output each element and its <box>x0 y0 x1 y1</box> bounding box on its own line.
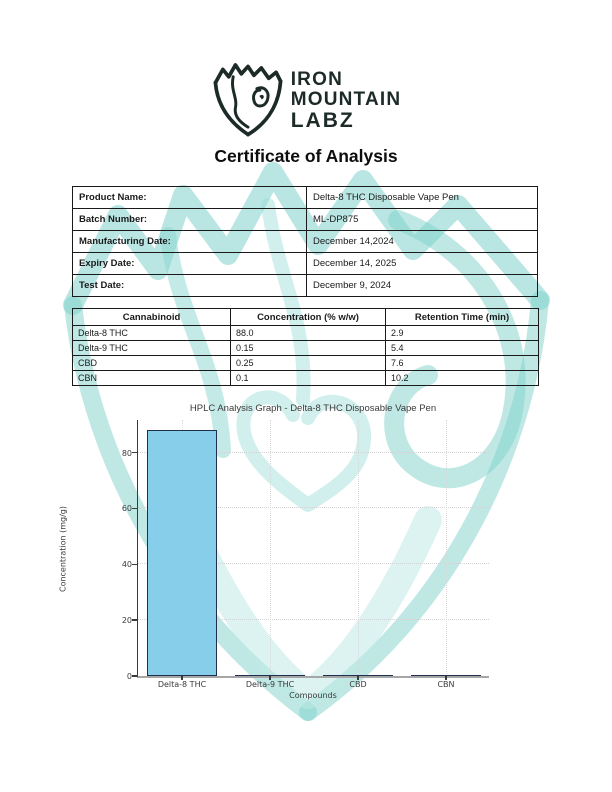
cell-retention: 7.6 <box>385 355 539 371</box>
info-label: Expiry Date: <box>72 252 307 275</box>
cell-retention: 5.4 <box>385 340 539 356</box>
brand-line-3: LABZ <box>290 109 355 132</box>
column-header: Concentration (% w/w) <box>230 308 386 326</box>
mountain-shield-icon <box>213 63 283 137</box>
product-info-table: Product Name: Delta-8 THC Disposable Vap… <box>72 186 538 297</box>
table-row: Batch Number: ML-DP875 <box>72 208 538 231</box>
cell-cannabinoid: CBN <box>72 370 231 386</box>
table-header-row: Cannabinoid Concentration (% w/w) Retent… <box>72 308 539 326</box>
hplc-chart-plot: 0 20 40 60 80 Delta-8 THC Delta-9 THC CBD CBN <box>122 420 489 689</box>
y-tick-mark <box>132 675 137 677</box>
x-tick-mark <box>181 676 183 680</box>
y-tick-label: 60 <box>121 504 132 514</box>
table-row: CBN 0.1 10.2 <box>72 370 539 386</box>
v-gridline <box>270 420 271 676</box>
info-label: Batch Number: <box>72 208 307 231</box>
x-tick-label: CBD <box>349 680 367 689</box>
x-tick-label: Delta-9 THC <box>245 680 295 689</box>
y-tick-mark <box>132 451 137 454</box>
x-tick-mark <box>357 676 359 680</box>
table-row: Delta-8 THC 88.0 2.9 <box>72 325 539 341</box>
info-value: ML-DP875 <box>306 208 538 231</box>
cell-concentration: 0.15 <box>230 340 386 356</box>
y-axis-label: Concentration (mg/g) <box>58 505 68 593</box>
info-value: December 9, 2024 <box>306 274 538 297</box>
cell-cannabinoid: Delta-8 THC <box>72 325 231 341</box>
cell-concentration: 0.1 <box>230 370 386 386</box>
y-tick-mark <box>132 619 137 621</box>
info-label: Test Date: <box>72 274 307 297</box>
info-label: Product Name: <box>72 186 307 209</box>
table-row: Product Name: Delta-8 THC Disposable Vap… <box>72 186 538 209</box>
column-header: Cannabinoid <box>72 308 231 326</box>
cannabinoid-results-table: Cannabinoid Concentration (% w/w) Retent… <box>72 308 539 386</box>
v-gridline <box>358 420 359 676</box>
info-label: Manufacturing Date: <box>72 230 307 253</box>
x-tick-mark <box>445 676 447 680</box>
x-axis-label: Compounds <box>289 691 337 700</box>
v-gridline <box>446 420 447 676</box>
chart-title: HPLC Analysis Graph - Delta-8 THC Dispos… <box>189 403 437 414</box>
brand-line-2: MOUNTAIN <box>290 89 402 110</box>
x-tick-label: Delta-8 THC <box>157 680 207 689</box>
x-tick-label: CBN <box>437 680 455 689</box>
info-value: Delta-8 THC Disposable Vape Pen <box>306 186 538 209</box>
table-row: Expiry Date: December 14, 2025 <box>72 252 538 275</box>
y-tick-label: 0 <box>126 672 132 681</box>
y-tick-label: 20 <box>121 616 132 626</box>
header-logo: IRON MOUNTAIN LABZ <box>0 60 612 138</box>
y-tick-mark <box>132 507 137 510</box>
cell-concentration: 88.0 <box>230 325 386 341</box>
chart-bar-delta-8-thc <box>147 430 217 676</box>
cell-cannabinoid: CBD <box>72 355 231 371</box>
y-tick-label: 80 <box>121 448 132 458</box>
table-row: Test Date: December 9, 2024 <box>72 274 538 297</box>
x-tick-mark <box>269 676 271 680</box>
y-tick-mark <box>132 563 137 566</box>
brand-name: IRON MOUNTAIN LABZ <box>290 60 402 132</box>
cell-retention: 2.9 <box>385 325 539 341</box>
info-value: December 14, 2025 <box>306 252 538 275</box>
cell-concentration: 0.25 <box>230 355 386 371</box>
page-title: Certificate of Analysis <box>214 146 398 166</box>
table-row: CBD 0.25 7.6 <box>72 355 539 371</box>
y-tick-label: 40 <box>121 560 132 570</box>
cell-cannabinoid: Delta-9 THC <box>72 340 231 356</box>
info-value: December 14,2024 <box>306 230 538 253</box>
table-row: Manufacturing Date: December 14,2024 <box>72 230 538 253</box>
brand-line-1: IRON <box>290 69 344 90</box>
column-header: Retention Time (min) <box>385 308 539 326</box>
table-row: Delta-9 THC 0.15 5.4 <box>72 340 539 356</box>
cell-retention: 10.2 <box>385 370 539 386</box>
